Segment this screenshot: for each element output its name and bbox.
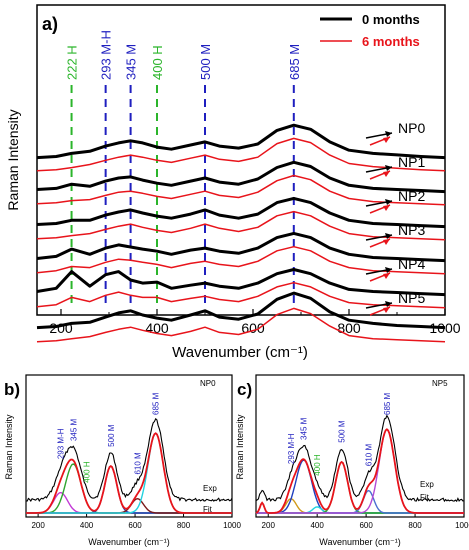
panel-c-x-ticks: 200 400 600 800 1000 [262,513,469,530]
panel-c-curves [255,414,465,514]
panel-a-ylabel: Raman Intensity [5,109,21,210]
a-sample-arrowhead-red [383,239,390,245]
b-exp-curve [25,417,233,503]
a-peak-marker-label: 222 H [65,45,80,80]
a-sample-label: NP3 [398,222,425,238]
c-x-tick-label: 800 [408,521,422,530]
b-peak-label: 685 M [152,392,161,415]
panel-a-sample-labels: NP0 NP1 NP2 NP3 NP4 NP5 [365,120,425,316]
panel-b-label: b) [4,380,20,399]
a-sample-arrowhead-red [383,205,390,211]
b-x-tick-label: 200 [31,521,45,530]
a-sample-arrowhead-black [385,199,392,205]
a-sample-arrowhead-red [383,137,390,143]
panel-c-peak-labels: 293 M-H 345 M 400 H 500 M 610 M 685 M [287,392,392,475]
c-peak-label: 345 M [300,417,309,440]
b-peak-label: 293 M-H [57,428,66,459]
a-series-6-months [36,210,446,241]
panel-c-xlabel: Wavenumber (cm⁻¹) [319,537,400,547]
b-x-tick-label: 1000 [223,521,241,530]
panel-b-curves [25,417,233,514]
panel-b-ylabel: Raman Intensity [4,414,14,480]
b-peak-label: 345 M [69,418,78,441]
a-series-0-months [36,123,446,160]
a-sample-arrowhead-red [383,307,390,313]
panel-c-ylabel: Raman Intensity [235,414,245,480]
a-peak-marker-label: 400 H [150,45,165,80]
panel-c-label: c) [237,380,252,399]
panel-c-sample: NP5 [432,379,448,388]
panel-b-exp-label: Exp [203,484,217,493]
c-peak-label: 610 M [365,444,374,467]
a-sample-label: NP0 [398,120,425,136]
a-sample-arrowhead-red [383,171,390,177]
legend: 0 months 6 months [320,12,420,49]
a-series-0-months [36,160,446,194]
legend-label-6-months: 6 months [362,34,420,49]
legend-label-0-months: 0 months [362,12,420,27]
panel-b: b) NP0 Wavenumber (cm⁻¹) Raman Intensity… [4,374,241,547]
panel-a-peak-markers: 222 H 293 M-H 345 M 400 H 500 M 685 M [65,30,302,305]
panel-a-series [36,123,446,343]
c-peak-label: 293 M-H [287,433,296,464]
b-x-tick-label: 800 [177,521,191,530]
panel-b-xlabel: Wavenumber (cm⁻¹) [88,537,169,547]
c-peak-label: 500 M [338,420,347,443]
a-series-6-months [36,245,446,275]
a-x-tick-label: 1000 [429,320,460,336]
a-series-6-months [36,307,446,343]
panel-b-peak-labels: 293 M-H 345 M 400 H 500 M 610 M 685 M [57,392,161,482]
panel-a-xlabel: Wavenumber (cm⁻¹) [172,344,308,361]
panel-a: a) Wavenumber (cm⁻¹) Raman Intensity 200… [5,4,461,361]
a-series-6-months [36,174,446,206]
a-series-0-months [36,291,446,330]
panel-b-fit-label: Fit [203,505,213,514]
b-x-tick-label: 600 [128,521,142,530]
panel-b-x-ticks: 200 400 600 800 1000 [31,513,241,530]
a-sample-label: NP5 [398,290,425,306]
a-peak-marker-label: 345 M [124,44,139,80]
a-series-0-months [36,231,446,263]
a-sample-arrowhead-black [385,267,392,273]
c-x-tick-label: 200 [262,521,276,530]
a-sample-label: NP1 [398,154,425,170]
a-peak-marker-label: 685 M [287,44,302,80]
a-sample-arrowhead-black [385,165,392,171]
c-exp-curve [255,414,465,503]
panel-a-x-ticks: 200 400 600 800 1000 [49,309,461,336]
panel-c-exp-label: Exp [420,480,434,489]
a-series-6-months [36,281,446,309]
a-sample-arrowhead-black [385,131,392,137]
c-x-tick-label: 1000 [455,521,469,530]
a-sample-arrowhead-black [385,233,392,239]
c-peak-label: 685 M [383,392,392,415]
a-x-tick-label: 600 [241,320,265,336]
panel-c: c) NP5 Wavenumber (cm⁻¹) Raman Intensity… [235,374,469,547]
panel-c-fit-label: Fit [420,493,430,502]
a-peak-marker-label: 293 M-H [99,30,114,80]
b-peak-label: 400 H [83,461,92,483]
b-x-tick-label: 400 [80,521,94,530]
a-sample-arrowhead-black [385,301,392,307]
c-fit-curve [255,428,464,514]
a-sample-label: NP2 [398,188,425,204]
panel-b-sample: NP0 [200,379,216,388]
a-series-0-months [36,268,446,297]
a-series-0-months [36,196,446,229]
c-x-tick-label: 400 [310,521,324,530]
a-sample-label: NP4 [398,256,425,272]
c-x-tick-label: 600 [359,521,373,530]
c-peak-label: 400 H [313,454,322,476]
panel-a-label: a) [42,14,58,34]
b-peak-label: 500 M [107,424,116,447]
b-fit-curve [26,432,232,514]
a-sample-arrowhead-red [383,273,390,279]
a-series-6-months [36,137,446,172]
b-peak-label: 610 M [133,452,142,475]
a-peak-marker-label: 500 M [198,44,213,80]
